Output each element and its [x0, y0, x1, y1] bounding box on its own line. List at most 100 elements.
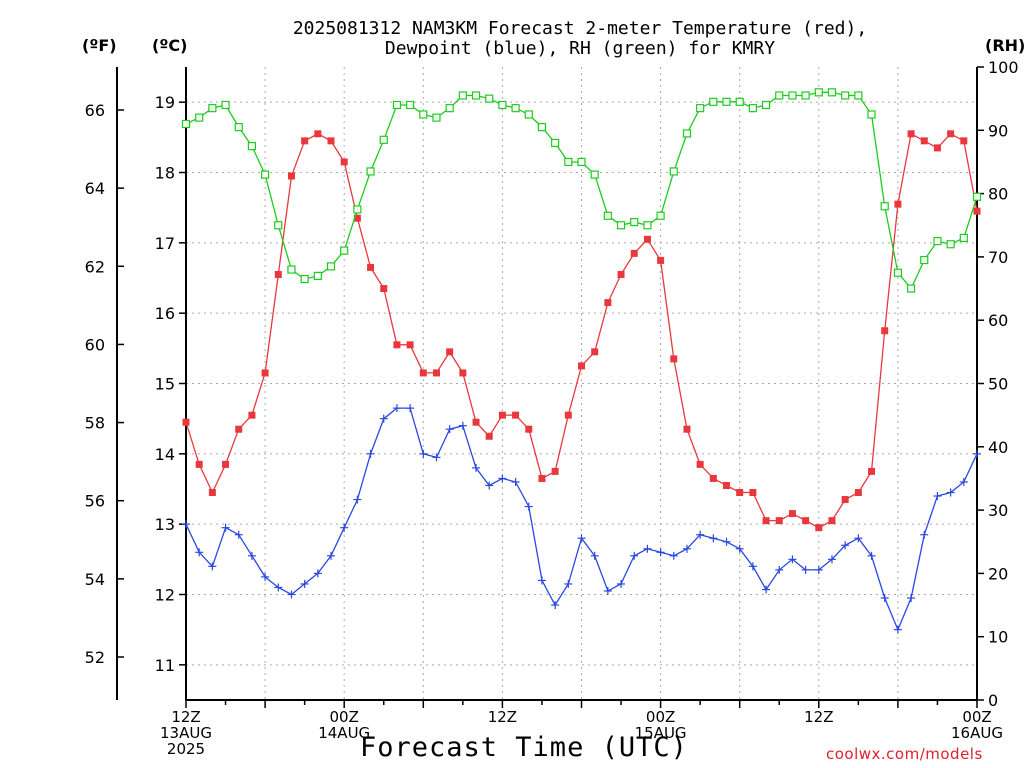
rh-point: [854, 91, 863, 100]
dewpoint-point: [617, 579, 626, 588]
dewpoint-point: [841, 541, 850, 550]
rh-tick-label: 90: [988, 121, 1008, 140]
x-axis-title: Forecast Time (UTC): [360, 732, 688, 763]
temperature-point: [222, 460, 230, 468]
dewpoint-point: [524, 502, 533, 511]
celsius-tick-label: 13: [155, 515, 175, 534]
rh-point: [537, 123, 547, 132]
dewpoint-point: [867, 551, 876, 560]
dewpoint-point: [472, 463, 481, 472]
temperature-point: [815, 524, 823, 532]
temperature-point: [841, 496, 849, 504]
rh-point: [313, 271, 322, 280]
temperature-point: [630, 249, 638, 257]
rh-point: [366, 167, 375, 176]
dewpoint-point: [933, 492, 942, 501]
dewpoint-point: [353, 495, 362, 504]
dewpoint-point: [603, 586, 612, 595]
dewpoint-point: [854, 534, 863, 543]
rh-point: [590, 170, 599, 179]
dewpoint-point: [327, 551, 336, 560]
temperature-point: [208, 489, 216, 497]
dewpoint-point: [643, 544, 652, 553]
fahrenheit-tick-label: 54: [85, 570, 105, 589]
dewpoint-point: [313, 569, 322, 578]
dewpoint-point: [432, 453, 441, 462]
dewpoint-point: [590, 551, 599, 560]
fahrenheit-tick-label: 64: [85, 179, 105, 198]
temperature-point: [512, 411, 520, 419]
rh-point: [577, 157, 586, 167]
dewpoint-point: [247, 551, 256, 560]
dewpoint-point: [419, 449, 428, 458]
dewpoint-point: [208, 562, 217, 571]
temperature-point: [617, 270, 625, 278]
rh-tick-label: 80: [988, 185, 1008, 204]
x-tick-label: 13AUG: [160, 724, 212, 742]
temperature-point: [749, 489, 757, 497]
temperature-point: [367, 263, 375, 271]
dewpoint-point: [656, 548, 665, 557]
rh-point: [261, 170, 270, 179]
rh-point: [906, 284, 916, 293]
rh-point: [893, 268, 903, 277]
rh-point: [274, 221, 283, 230]
rh-point: [181, 119, 191, 129]
temperature-point: [683, 425, 691, 433]
rh-point: [195, 113, 204, 122]
rh-point: [551, 138, 560, 148]
rh-point: [208, 104, 217, 113]
temperature-point: [301, 137, 309, 145]
temperature-point: [498, 411, 506, 419]
rh-point: [788, 91, 797, 100]
temperature-point: [920, 137, 928, 145]
rh-point: [748, 104, 757, 113]
dewpoint-point: [445, 425, 454, 434]
rh-tick-label: 70: [988, 248, 1008, 267]
celsius-tick-label: 17: [155, 234, 175, 253]
x-tick-label: 12Z: [488, 708, 517, 726]
dewpoint-point: [946, 488, 955, 497]
rh-point: [485, 94, 494, 103]
rh-point: [814, 88, 823, 97]
fahrenheit-tick-label: 56: [85, 492, 105, 511]
temperature-point: [762, 517, 770, 525]
temperature-point: [591, 348, 599, 356]
temperature-point: [195, 460, 203, 468]
rh-point: [920, 255, 929, 265]
dewpoint-point: [814, 565, 823, 574]
temperature-point: [538, 474, 546, 482]
x-tick-label: 00Z: [646, 708, 675, 726]
dewpoint-point: [577, 534, 586, 543]
dewpoint-point: [880, 594, 889, 603]
rh-tick-label: 40: [988, 438, 1008, 457]
rh-point: [353, 205, 362, 214]
rh-point: [379, 135, 388, 144]
rh-point: [326, 262, 336, 271]
temperature-point: [933, 144, 941, 152]
fahrenheit-tick-label: 62: [85, 257, 105, 276]
rh-point: [458, 91, 467, 100]
temperature-point: [287, 172, 295, 180]
rh-point: [682, 129, 692, 138]
dewpoint-point: [630, 551, 639, 560]
temperature-point: [947, 130, 955, 138]
dewpoint-point: [735, 544, 744, 553]
temperature-point: [854, 489, 862, 497]
dewpoint-point: [340, 523, 349, 532]
rh-point: [669, 167, 678, 176]
temperature-point: [525, 425, 533, 433]
temperature-point: [406, 341, 414, 349]
rh-point: [972, 192, 982, 201]
rh-point: [498, 100, 507, 110]
rh-point: [524, 110, 533, 119]
dewpoint-point: [959, 477, 968, 486]
celsius-tick-label: 19: [155, 93, 175, 112]
dewpoint-point: [287, 590, 296, 599]
temperature-point: [643, 235, 651, 243]
rh-point: [643, 221, 652, 230]
rh-point: [603, 211, 612, 220]
temperature-point: [907, 130, 915, 138]
dewpoint-point: [366, 449, 375, 458]
